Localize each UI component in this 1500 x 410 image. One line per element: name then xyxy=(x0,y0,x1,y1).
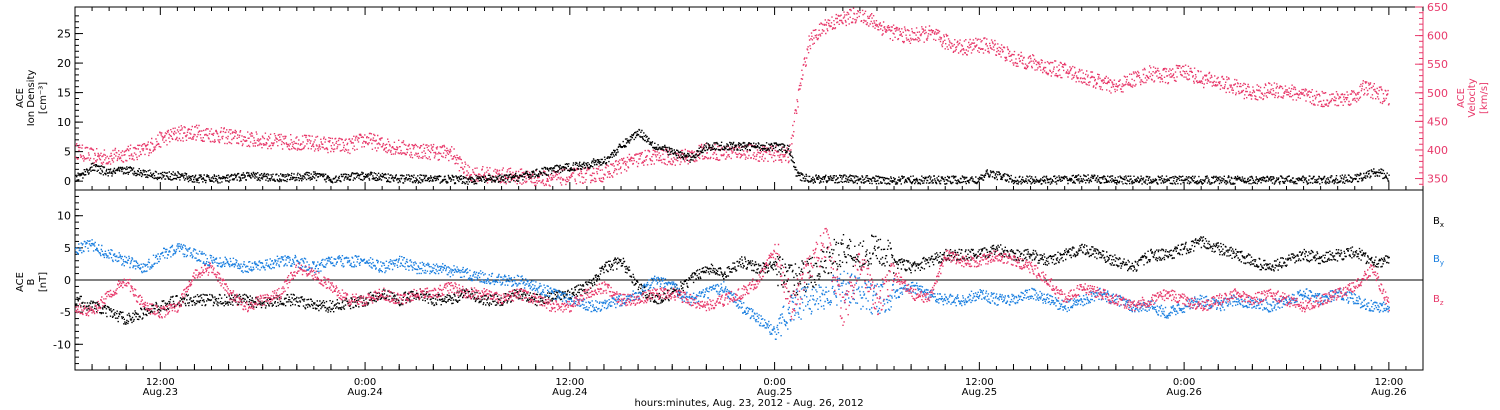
x-axis-title: hours:minutes, Aug. 23, 2012 - Aug. 26, … xyxy=(634,398,863,409)
velocity-ylabel-line1: ACE xyxy=(1456,88,1467,108)
legend-by: By xyxy=(1433,254,1444,267)
velocity-tick-label: 450 xyxy=(1427,115,1448,128)
date-tick-label: Aug.24 xyxy=(347,387,382,398)
velocity-ylabel-unit: [km/s] xyxy=(1479,82,1490,114)
bfield-tick-label: -5 xyxy=(60,306,71,319)
density-points xyxy=(75,128,1390,185)
magnetic-field-panel: -10 -5 0 5 10 ACE B [nT] Bx By Bz xyxy=(15,189,1444,371)
density-tick-label: 20 xyxy=(57,57,71,70)
time-axis: 12:00Aug.230:00Aug.2412:00Aug.240:00Aug.… xyxy=(91,7,1424,398)
velocity-tick-label: 350 xyxy=(1427,173,1448,186)
velocity-tick-label: 400 xyxy=(1427,144,1448,157)
series-bz-points xyxy=(75,227,1390,326)
time-tick-label: 12:00 xyxy=(555,377,584,388)
date-tick-label: Aug.26 xyxy=(1371,387,1406,398)
date-tick-label: Aug.26 xyxy=(1166,387,1201,398)
density-tick-label: 15 xyxy=(57,87,71,100)
bfield-y-axis: -10 -5 0 5 10 xyxy=(53,195,83,365)
time-tick-label: 0:00 xyxy=(354,377,376,388)
time-tick-label: 0:00 xyxy=(763,377,785,388)
bfield-ylabel-line1: ACE xyxy=(15,272,26,292)
date-tick-label: Aug.23 xyxy=(143,387,178,398)
bfield-tick-label: 5 xyxy=(64,242,71,255)
bfield-ylabel-line2: B xyxy=(26,278,37,285)
top-panel-frame xyxy=(74,6,1424,191)
density-ylabel-line1: ACE xyxy=(15,88,26,108)
density-velocity-data xyxy=(75,7,1390,187)
density-ylabel-unit: [cm⁻³] xyxy=(38,82,49,114)
date-tick-label: Aug.25 xyxy=(757,387,792,398)
legend-bx: Bx xyxy=(1433,216,1444,229)
velocity-tick-label: 600 xyxy=(1427,30,1448,43)
velocity-ylabel-line2: Velocity xyxy=(1467,78,1478,117)
velocity-tick-label: 500 xyxy=(1427,87,1448,100)
density-velocity-panel: 0 5 10 15 20 25 350 400 450 500 550 600 650 ACE Ion… xyxy=(15,1,1490,191)
velocity-y-axis: 350 400 450 500 550 600 650 xyxy=(1415,1,1448,190)
density-tick-label: 25 xyxy=(57,28,71,41)
velocity-points xyxy=(75,7,1390,187)
series-by-points xyxy=(75,239,1390,340)
density-tick-label: 5 xyxy=(64,146,71,159)
velocity-tick-label: 650 xyxy=(1427,1,1448,14)
bfield-ylabel-unit: [nT] xyxy=(38,272,49,292)
date-tick-label: Aug.24 xyxy=(552,387,587,398)
time-tick-label: 12:00 xyxy=(965,377,994,388)
bfield-tick-label: -10 xyxy=(53,338,71,351)
bfield-tick-label: 0 xyxy=(64,274,71,287)
legend-bz: Bz xyxy=(1433,294,1444,307)
velocity-tick-label: 550 xyxy=(1427,58,1448,71)
density-tick-label: 10 xyxy=(57,116,71,129)
time-tick-label: 12:00 xyxy=(1374,377,1403,388)
series-bx-points xyxy=(75,234,1390,325)
density-ylabel-line2: Ion Density xyxy=(26,70,37,127)
time-tick-label: 12:00 xyxy=(146,377,175,388)
date-tick-label: Aug.25 xyxy=(962,387,997,398)
density-y-axis: 0 5 10 15 20 25 xyxy=(57,15,83,188)
bfield-tick-label: 10 xyxy=(57,210,71,223)
density-tick-label: 0 xyxy=(64,175,71,188)
bfield-legend: Bx By Bz xyxy=(1433,216,1444,307)
time-tick-label: 0:00 xyxy=(1173,377,1195,388)
bfield-data xyxy=(75,227,1390,340)
